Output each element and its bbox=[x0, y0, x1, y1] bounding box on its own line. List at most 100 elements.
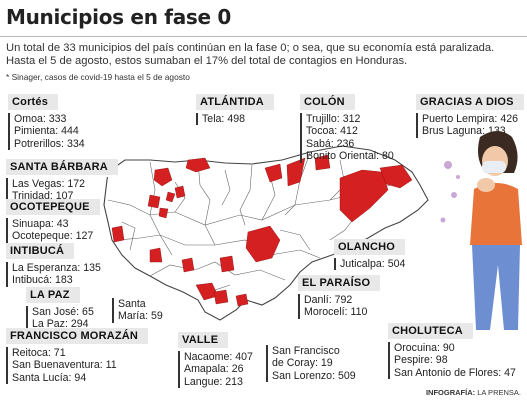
region-name-santa-barbara: SANTA BÁRBARA bbox=[6, 159, 118, 177]
area-santa-barbara bbox=[147, 194, 161, 209]
virus-icon bbox=[440, 161, 460, 223]
area-ocotepeque bbox=[111, 225, 125, 243]
shirt bbox=[470, 183, 522, 245]
list-item: Tela: 498 bbox=[202, 113, 245, 125]
list-item: Reitoca: 71 bbox=[12, 347, 66, 359]
area-trujillo bbox=[314, 154, 331, 171]
region-name-cortes: Cortés bbox=[8, 94, 59, 112]
area-trinidad bbox=[158, 207, 169, 219]
phase0-areas bbox=[111, 154, 413, 307]
list-valle: Nacaome: 407 Amapala: 26 Langue: 213 bbox=[178, 351, 253, 389]
list-item: Danlí: 792 bbox=[304, 294, 353, 306]
list-item: Potrerillos: 334 bbox=[14, 137, 85, 150]
area-intibuca bbox=[149, 247, 163, 263]
region-name-atlantida: ATLÁNTIDA bbox=[196, 94, 274, 112]
list-item: Orocuina: 90 bbox=[394, 342, 455, 354]
face-mask bbox=[482, 161, 506, 173]
list-item: Ocotepeque: 127 bbox=[12, 230, 94, 243]
list-item: Trujillo: 312 bbox=[306, 113, 361, 125]
list-item: San José: 65 bbox=[32, 306, 94, 318]
region-name-el-paraiso: EL PARAÍSO bbox=[298, 275, 381, 293]
region-choluteca: CHOLUTECA Orocuina: 90 Pespire: 98 San A… bbox=[388, 321, 516, 380]
list-item: San Francisco bbox=[272, 345, 340, 357]
list-item: Puerto Lempira: 426 bbox=[422, 113, 518, 125]
list-item: Pespire: 98 bbox=[394, 354, 448, 367]
region-name-francisco-morazan: FRANCISCO MORAZÁN bbox=[6, 328, 149, 346]
list-item: María: 59 bbox=[118, 310, 163, 323]
region-santa-barbara: SANTA BÁRBARA Las Vegas: 172 Trinidad: 1… bbox=[6, 157, 118, 203]
list-item: Nacaome: 407 bbox=[184, 351, 253, 363]
woman-sneezing-illustration bbox=[440, 131, 522, 330]
area-el-paraiso-small bbox=[219, 255, 235, 273]
region-ocotepeque: OCOTEPEQUE Sinuapa: 43 Ocotepeque: 127 bbox=[6, 197, 100, 243]
area-la-paz bbox=[181, 257, 195, 273]
region-cortes: Cortés Omoa: 333 Pimienta: 444 Potrerill… bbox=[8, 92, 85, 151]
region-la-paz: LA PAZ San José: 65 La Paz: 294 bbox=[26, 285, 94, 331]
region-valle-2: San Francisco de Coray: 19 San Lorenzo: … bbox=[266, 344, 356, 383]
list-item: La Esperanza: 135 bbox=[12, 262, 101, 274]
region-el-paraiso: EL PARAÍSO Danlí: 792 Morocelí: 110 bbox=[298, 273, 381, 319]
list-valle-2: San Francisco de Coray: 19 San Lorenzo: … bbox=[266, 345, 356, 383]
list-olancho: Juticalpa: 504 bbox=[334, 258, 406, 271]
list-francisco-morazan: Reitoca: 71 San Buenaventura: 11 Santa L… bbox=[6, 347, 148, 385]
area-danli bbox=[245, 225, 281, 263]
credit-source: LA PRENSA. bbox=[477, 388, 521, 397]
list-choluteca: Orocuina: 90 Pespire: 98 San Antonio de … bbox=[388, 342, 516, 380]
region-name-gracias-a-dios: GRACIAS A DIOS bbox=[416, 94, 524, 112]
list-item: La Paz: 294 bbox=[32, 318, 89, 331]
list-cortes: Omoa: 333 Pimienta: 444 Potrerillos: 334 bbox=[8, 113, 85, 151]
region-name-olancho: OLANCHO bbox=[334, 239, 406, 257]
credit-line: INFOGRAFÍA: LA PRENSA. bbox=[426, 388, 521, 397]
list-item: Bonito Oriental: 80 bbox=[306, 150, 394, 163]
region-atlantida: ATLÁNTIDA Tela: 498 bbox=[196, 92, 274, 126]
list-item: Las Vegas: 172 bbox=[12, 178, 86, 190]
list-item: Morocelí: 110 bbox=[304, 306, 368, 319]
list-intibuca: La Esperanza: 135 Intibucá: 183 bbox=[6, 262, 101, 287]
pants bbox=[472, 245, 520, 330]
list-item: Tocoa: 412 bbox=[306, 125, 358, 138]
credit-label: INFOGRAFÍA: bbox=[425, 388, 476, 397]
area-tocoa bbox=[286, 157, 306, 187]
region-colon: COLÓN Trujillo: 312 Tocoa: 412 Sabá: 236… bbox=[300, 92, 394, 163]
source-note: * Sinager, casos de covid-19 hasta el 5 … bbox=[6, 72, 190, 82]
list-item: de Coray: 19 bbox=[272, 357, 333, 370]
list-item: Sabá: 236 bbox=[306, 137, 355, 150]
area-pimienta bbox=[165, 191, 176, 203]
area-omoa bbox=[153, 167, 173, 187]
list-el-paraiso: Danlí: 792 Morocelí: 110 bbox=[298, 294, 380, 319]
area-olancho bbox=[339, 169, 389, 223]
area-tela bbox=[185, 157, 211, 173]
area-potrerillos bbox=[174, 185, 186, 199]
list-atlantida: Tela: 498 bbox=[196, 113, 274, 126]
list-item: Pimienta: 444 bbox=[14, 125, 79, 138]
region-name-valle: VALLE bbox=[178, 332, 229, 350]
list-item: Langue: 213 bbox=[184, 375, 243, 388]
list-colon: Trujillo: 312 Tocoa: 412 Sabá: 236 Bonit… bbox=[300, 113, 394, 163]
hands bbox=[477, 178, 495, 192]
list-item: San Buenaventura: 11 bbox=[12, 359, 117, 372]
intro-text: Un total de 33 municipios del país conti… bbox=[6, 42, 495, 67]
region-name-choluteca: CHOLUTECA bbox=[388, 323, 473, 341]
region-olancho: OLANCHO Juticalpa: 504 bbox=[334, 237, 406, 271]
region-valle: VALLE Nacaome: 407 Amapala: 26 Langue: 2… bbox=[178, 330, 253, 389]
list-item: San Lorenzo: 509 bbox=[272, 369, 356, 382]
region-name-intibuca: INTIBUCÁ bbox=[6, 243, 75, 261]
page-title: Municipios en fase 0 bbox=[6, 5, 232, 29]
area-juticalpa bbox=[264, 163, 283, 183]
region-santa-maria: Santa María: 59 bbox=[112, 297, 163, 323]
list-item: Santa bbox=[118, 298, 146, 310]
list-item: Intibucá: 183 bbox=[12, 274, 73, 287]
area-valle bbox=[213, 289, 229, 305]
list-item: Amapala: 26 bbox=[184, 363, 244, 376]
list-item: Juticalpa: 504 bbox=[340, 258, 406, 270]
region-intibuca: INTIBUCÁ La Esperanza: 135 Intibucá: 183 bbox=[6, 241, 101, 287]
region-name-la-paz: LA PAZ bbox=[26, 287, 80, 305]
list-santa-maria: Santa María: 59 bbox=[112, 298, 163, 323]
title-divider bbox=[0, 36, 527, 37]
list-item: Omoa: 333 bbox=[14, 113, 67, 125]
region-name-ocotepeque: OCOTEPEQUE bbox=[6, 199, 100, 217]
area-choluteca bbox=[235, 293, 249, 307]
region-francisco-morazan: FRANCISCO MORAZÁN Reitoca: 71 San Buenav… bbox=[6, 326, 149, 385]
list-item: San Antonio de Flores: 47 bbox=[394, 366, 516, 379]
